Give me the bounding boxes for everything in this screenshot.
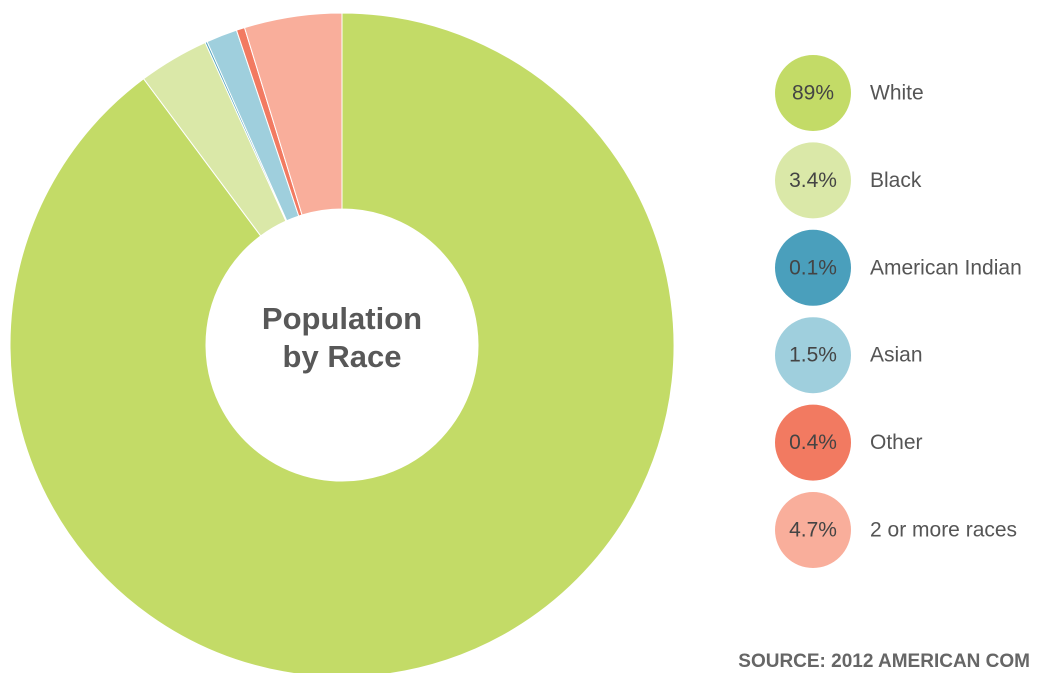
donut-slice [9, 12, 675, 673]
legend-value-label: 89% [792, 82, 834, 105]
legend-value-label: 0.4% [789, 431, 837, 454]
legend-label: White [870, 82, 924, 105]
legend-swatch [775, 55, 851, 131]
legend-label: Black [870, 169, 922, 192]
legend-swatch [775, 317, 851, 394]
legend-label: Asian [870, 344, 923, 367]
legend-swatch [775, 142, 851, 219]
chart-title: Population by Race [261, 301, 423, 374]
legend-value-label: 3.4% [789, 169, 837, 192]
legend-label: American Indian [870, 256, 1022, 279]
source-note: SOURCE: 2012 AMERICAN COM [738, 651, 1030, 672]
legend-swatch [775, 229, 851, 306]
legend-swatch [775, 404, 851, 481]
legend-value-label: 4.7% [789, 519, 837, 542]
legend-label: 2 or more races [870, 519, 1017, 542]
legend-label: Other [870, 431, 923, 454]
legend-value-label: 1.5% [789, 344, 837, 367]
legend-value-label: 0.1% [789, 256, 837, 279]
donut-slice [243, 12, 343, 216]
legend-swatch [775, 492, 851, 568]
